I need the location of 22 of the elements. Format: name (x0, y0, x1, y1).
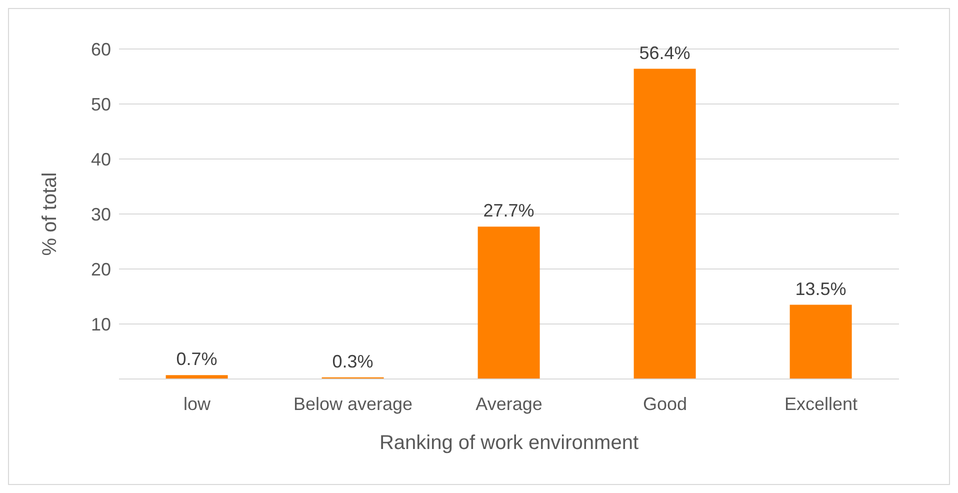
x-axis-title: Ranking of work environment (379, 432, 639, 454)
bar (634, 68, 696, 379)
y-tick-label: 40 (90, 149, 111, 170)
x-tick-label: low (183, 394, 212, 414)
data-label: 13.5% (795, 278, 846, 299)
data-label: 0.3% (332, 351, 374, 372)
data-label: 0.7% (176, 349, 218, 370)
y-tick-label: 30 (90, 204, 111, 224)
y-axis-title: % of total (39, 172, 62, 256)
x-tick-label: Good (642, 394, 688, 414)
y-tick-label: 10 (90, 314, 111, 334)
y-tick-label: 20 (90, 259, 111, 280)
x-tick-label: Average (476, 394, 542, 414)
bar (790, 304, 852, 379)
data-label: 56.4% (639, 42, 690, 63)
x-tick-label: Below average (293, 394, 413, 414)
bar (478, 226, 540, 379)
bar (166, 375, 228, 379)
x-tick-label: Excellent (784, 394, 858, 414)
y-tick-label: 60 (90, 39, 111, 60)
y-tick-label: 50 (90, 94, 111, 114)
data-label: 27.7% (483, 200, 534, 221)
